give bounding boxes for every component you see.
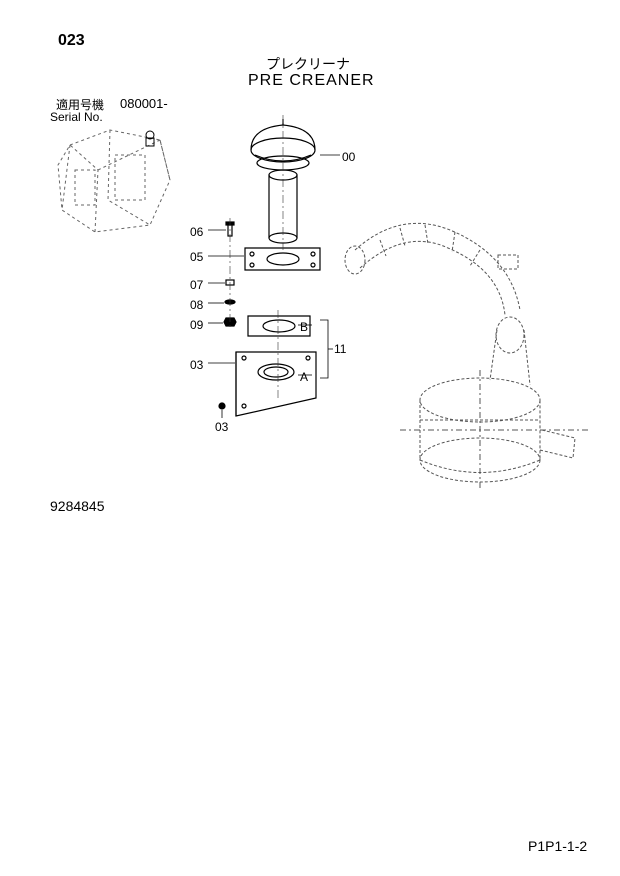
leader-lines xyxy=(208,155,340,418)
locator-drawing xyxy=(58,130,170,232)
part-bolt-03b xyxy=(219,403,225,409)
context-air-cleaner xyxy=(345,223,590,490)
part-lower-plate xyxy=(236,352,316,416)
part-gasket-b xyxy=(248,316,310,336)
parts-diagram xyxy=(0,0,620,876)
part-upper-flange xyxy=(245,248,320,270)
exploded-view xyxy=(208,115,590,490)
